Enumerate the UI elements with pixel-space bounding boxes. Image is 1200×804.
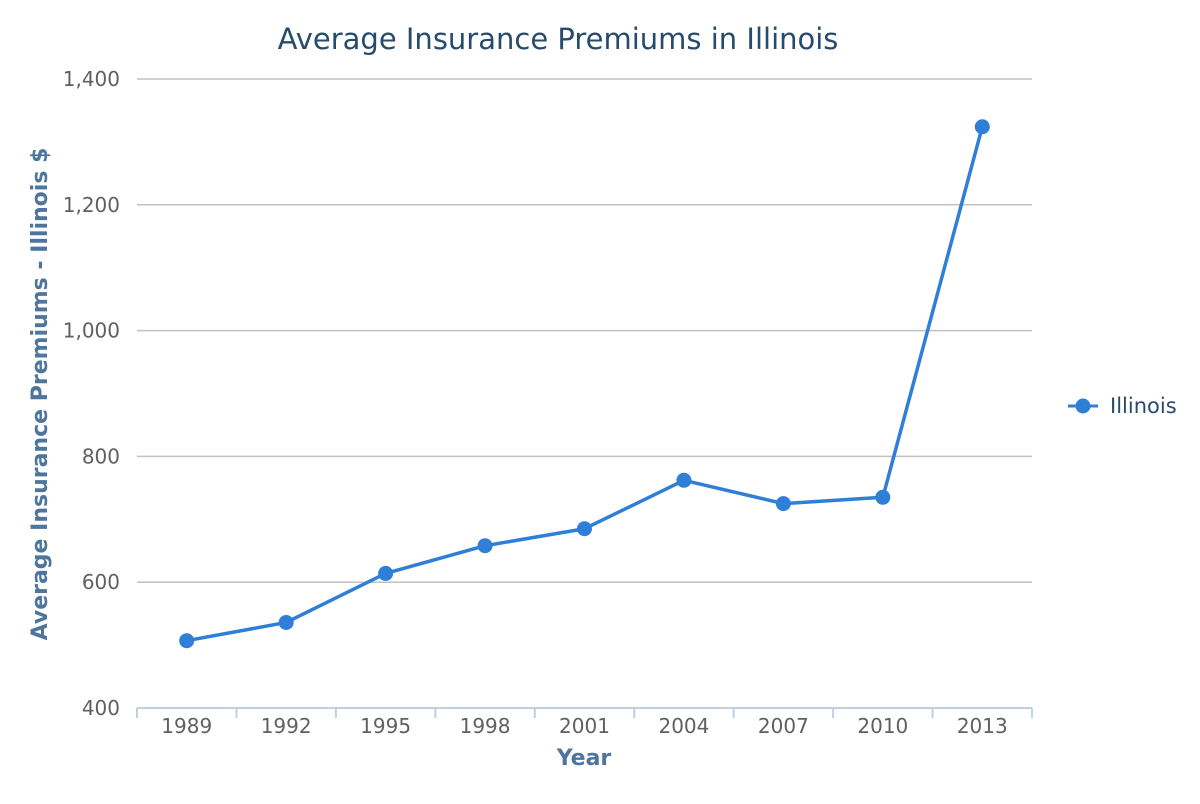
data-point[interactable] <box>577 521 592 537</box>
data-point[interactable] <box>378 565 394 581</box>
data-point[interactable] <box>775 496 791 512</box>
x-tick-label: 2007 <box>758 714 809 738</box>
gridlines <box>137 78 1032 583</box>
x-tick-label: 2010 <box>857 714 908 738</box>
chart-title: Average Insurance Premiums in Illinois <box>278 22 839 56</box>
legend-label-illinois[interactable]: Illinois <box>1110 394 1177 418</box>
y-tick-label: 1,000 <box>63 319 120 343</box>
y-tick-label: 1,200 <box>63 193 120 217</box>
data-point[interactable] <box>875 489 891 505</box>
x-tick-label: 1992 <box>261 714 312 738</box>
x-tick-label: 2001 <box>559 714 610 738</box>
x-axis: 1989 1992 1995 1998 2001 2004 2007 2010 2013 <box>136 707 1033 738</box>
legend[interactable]: Illinois <box>1068 394 1177 418</box>
y-tick-label: 600 <box>82 570 120 594</box>
y-tick-label: 400 <box>82 696 120 720</box>
y-tick-label: 800 <box>82 444 120 468</box>
data-point[interactable] <box>179 633 195 649</box>
legend-series-marker <box>1075 398 1091 414</box>
y-axis-tick-labels: 400 600 800 1,000 1,200 1,400 <box>63 67 120 720</box>
x-tick-label: 2013 <box>957 714 1008 738</box>
series-layer <box>179 119 990 649</box>
x-axis-title: Year <box>556 746 612 771</box>
data-point[interactable] <box>676 472 692 488</box>
y-tick-label: 1,400 <box>63 67 120 91</box>
y-axis-title: Average Insurance Premiums - Illinois $ <box>28 148 53 641</box>
x-tick-label: 2004 <box>658 714 709 738</box>
x-tick-label: 1995 <box>360 714 411 738</box>
series-line <box>184 125 985 643</box>
x-tick-label: 1989 <box>161 714 212 738</box>
x-tick-label: 1998 <box>460 714 511 738</box>
data-point[interactable] <box>278 614 294 630</box>
data-point[interactable] <box>477 538 493 554</box>
data-point[interactable] <box>974 119 990 135</box>
